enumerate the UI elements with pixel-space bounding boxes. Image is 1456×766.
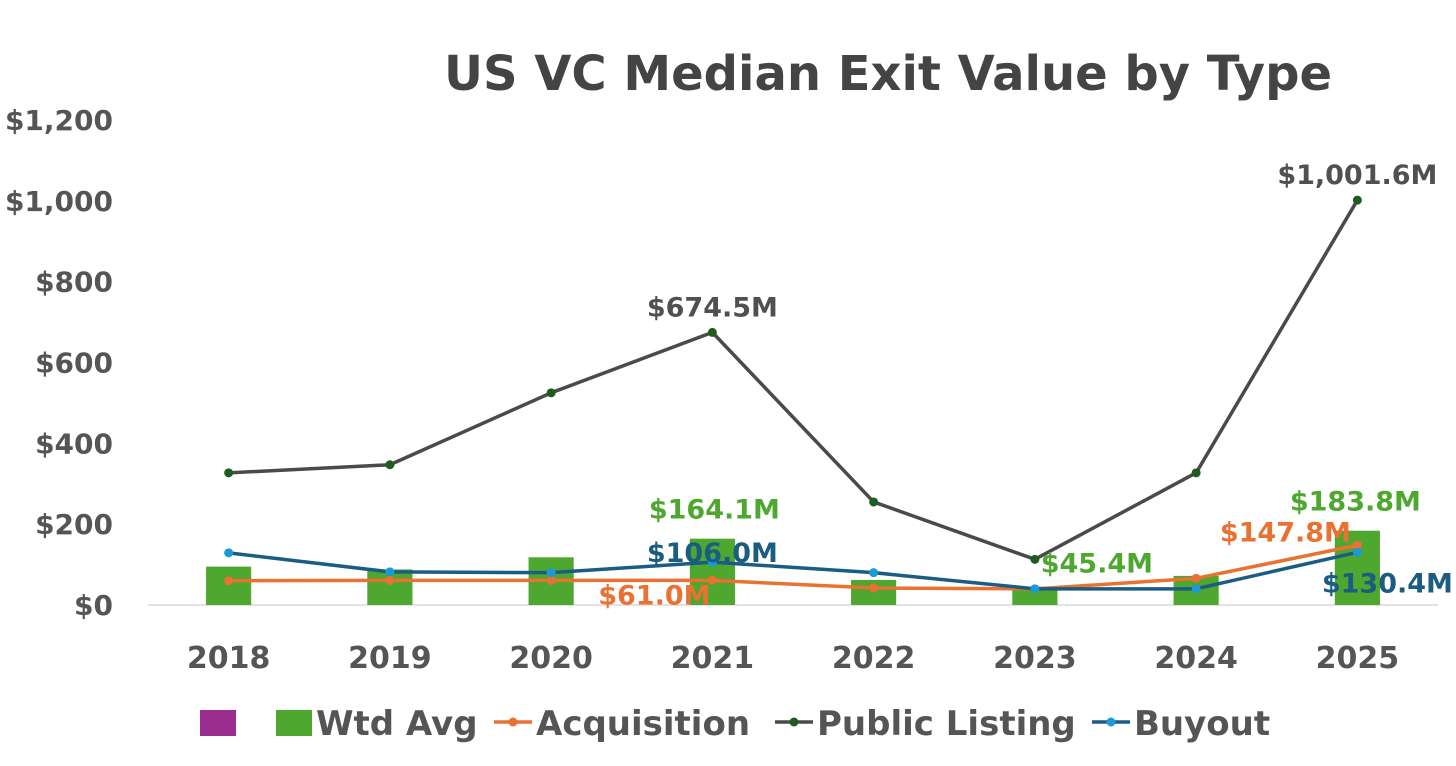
data-label: $130.4M (1322, 568, 1453, 599)
line-series (224, 195, 1362, 594)
y-tick-label: $1,000 (5, 185, 113, 218)
data-label: $61.0M (598, 580, 710, 611)
data-point (707, 557, 717, 567)
x-tick-label: 2021 (671, 641, 755, 676)
x-tick-label: 2020 (509, 641, 593, 676)
data-point (1191, 468, 1201, 478)
series-line (228, 543, 1358, 591)
legend-swatch (276, 710, 312, 736)
data-point (707, 327, 717, 337)
data-point (385, 575, 395, 585)
data-label: $164.1M (649, 495, 780, 526)
legend-label: Buyout (1134, 704, 1270, 744)
data-point (707, 575, 717, 585)
y-tick-label: $400 (35, 427, 113, 460)
data-point (1352, 547, 1362, 557)
data-point (385, 567, 395, 577)
data-point (1030, 554, 1040, 564)
x-axis-ticks: 2018 2019 2020 2021 2022 2023 2024 2025 (187, 641, 1399, 676)
data-point (546, 568, 556, 578)
data-point (1352, 540, 1362, 550)
data-label: $147.8M (1220, 517, 1351, 548)
y-tick-label: $600 (35, 347, 113, 380)
x-tick-label: 2019 (348, 641, 432, 676)
legend-marker (508, 717, 518, 727)
data-point (869, 583, 879, 593)
data-point (869, 497, 879, 507)
legend-label: Acquisition (536, 704, 750, 744)
series-line (228, 199, 1359, 562)
data-point (385, 460, 395, 470)
data-point (224, 468, 234, 478)
x-tick-label: 2018 (187, 641, 271, 676)
y-tick-label: $1,200 (5, 104, 113, 137)
bar (689, 538, 735, 605)
data-label: $183.8M (1290, 487, 1421, 518)
y-tick-label: $0 (74, 589, 113, 622)
series-line (228, 550, 1358, 591)
bar (206, 566, 252, 605)
data-point (1030, 584, 1040, 594)
data-point (224, 548, 234, 558)
data-label: $106.0M (647, 538, 778, 569)
data-point (1352, 195, 1362, 205)
legend-swatch (200, 710, 236, 736)
data-point (1191, 584, 1201, 594)
data-labels: $674.5M $1,001.6M $164.1M $45.4M $183.8M $106… (598, 160, 1453, 611)
data-point (869, 568, 879, 578)
legend-marker (789, 717, 799, 727)
data-point (546, 575, 556, 585)
y-tick-label: $200 (35, 508, 113, 541)
chart-title: US VC Median Exit Value by Type (444, 46, 1332, 102)
legend-label: Public Listing (817, 704, 1076, 744)
x-tick-label: 2022 (832, 641, 916, 676)
data-point (224, 576, 234, 586)
legend-marker (1106, 717, 1116, 727)
data-label: $1,001.6M (1277, 160, 1437, 191)
y-axis-ticks: $0 $200 $400 $600 $800 $1,000 $1,200 (5, 104, 113, 622)
y-tick-label: $800 (35, 266, 113, 299)
legend-label: Wtd Avg (316, 704, 478, 744)
x-tick-label: 2025 (1316, 641, 1400, 676)
bar (1012, 586, 1058, 605)
data-point (1191, 573, 1201, 583)
legend: Wtd Avg Acquisition Public Listing Buyout (200, 704, 1270, 744)
x-tick-label: 2024 (1154, 641, 1238, 676)
data-point (546, 388, 556, 398)
x-tick-label: 2023 (993, 641, 1077, 676)
data-label: $674.5M (647, 292, 778, 323)
data-label: $45.4M (1041, 549, 1153, 580)
